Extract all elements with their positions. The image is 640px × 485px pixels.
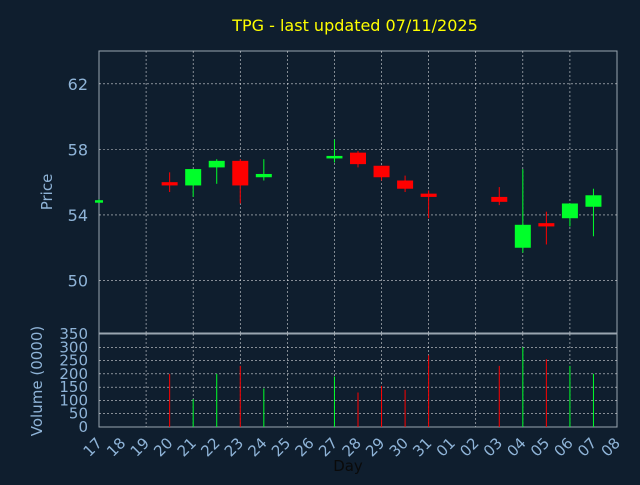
volume-y-tick-label: 200 bbox=[59, 365, 88, 383]
candle bbox=[350, 151, 366, 168]
candle-body bbox=[397, 180, 414, 189]
candle-body bbox=[561, 203, 578, 219]
volume-y-tick-label: 0 bbox=[78, 418, 88, 436]
x-axis-label: Day bbox=[333, 457, 363, 475]
x-tick-label: 20 bbox=[150, 434, 176, 460]
candle-body bbox=[232, 160, 249, 186]
candle-body bbox=[350, 152, 366, 165]
x-tick-label: 01 bbox=[433, 434, 459, 460]
price-y-ticks: 50 54 58 62 bbox=[68, 75, 88, 291]
x-tick-label: 03 bbox=[480, 434, 506, 460]
candle-body bbox=[420, 193, 437, 197]
candle bbox=[491, 187, 508, 206]
candle bbox=[326, 139, 343, 163]
chart-title: TPG - last updated 07/11/2025 bbox=[231, 16, 478, 35]
price-panel: 50 54 58 62 Price bbox=[38, 50, 618, 334]
candle bbox=[585, 188, 602, 237]
price-y-axis-label: Price bbox=[38, 174, 56, 211]
candles bbox=[95, 139, 602, 253]
candle bbox=[514, 169, 531, 253]
candle-body bbox=[161, 182, 178, 186]
candle-body bbox=[208, 160, 225, 168]
price-y-tick-label: 54 bbox=[68, 206, 88, 225]
x-tick-label: 18 bbox=[103, 434, 129, 460]
x-tick-label: 17 bbox=[80, 434, 106, 460]
volume-y-tick-label: 150 bbox=[59, 378, 88, 396]
x-tick-label: 29 bbox=[362, 434, 388, 460]
candle bbox=[538, 211, 555, 245]
x-tick-label: 22 bbox=[197, 434, 223, 460]
x-tick-label: 26 bbox=[292, 434, 318, 460]
volume-y-tick-label: 100 bbox=[59, 391, 88, 409]
candle-body bbox=[95, 200, 103, 203]
candle-body bbox=[491, 196, 508, 202]
x-tick-label: 25 bbox=[268, 434, 294, 460]
x-tick-label: 30 bbox=[386, 434, 412, 460]
x-tick-label: 05 bbox=[527, 434, 553, 460]
volume-y-axis-label: Volume (0000) bbox=[28, 326, 46, 436]
candle bbox=[161, 172, 178, 192]
volume-y-tick-label: 50 bbox=[69, 405, 88, 423]
candle bbox=[420, 190, 437, 219]
candle-body bbox=[538, 223, 555, 227]
x-tick-label: 06 bbox=[551, 434, 577, 460]
candle-body bbox=[585, 195, 602, 207]
candle-body bbox=[373, 165, 390, 178]
candle-body bbox=[185, 169, 202, 186]
x-tick-label: 08 bbox=[598, 434, 624, 460]
candle bbox=[232, 159, 249, 204]
volume-y-tick-label: 300 bbox=[59, 338, 88, 356]
candle bbox=[255, 159, 272, 181]
x-tick-label: 23 bbox=[221, 434, 247, 460]
x-tick-label: 31 bbox=[409, 434, 435, 460]
candle bbox=[185, 169, 202, 197]
candle-body bbox=[326, 155, 343, 159]
x-tick-label: 07 bbox=[574, 434, 600, 460]
volume-y-tick-label: 250 bbox=[59, 352, 88, 370]
price-y-tick-label: 50 bbox=[68, 272, 88, 291]
price-plot-area bbox=[98, 50, 618, 334]
candle bbox=[373, 165, 390, 181]
x-tick-label: 02 bbox=[456, 434, 482, 460]
candle bbox=[208, 159, 225, 184]
candle bbox=[561, 203, 578, 227]
volume-bars bbox=[169, 347, 594, 427]
volume-y-tick-label: 350 bbox=[59, 325, 88, 343]
candle bbox=[95, 199, 103, 203]
price-y-tick-label: 58 bbox=[68, 140, 88, 159]
candle-body bbox=[255, 173, 272, 178]
candle-body bbox=[514, 224, 531, 248]
x-tick-label: 04 bbox=[503, 434, 529, 460]
candle bbox=[397, 175, 414, 192]
x-tick-label: 21 bbox=[174, 434, 200, 460]
x-tick-label: 19 bbox=[127, 434, 153, 460]
price-y-tick-label: 62 bbox=[68, 75, 88, 94]
x-tick-label: 24 bbox=[244, 434, 270, 460]
